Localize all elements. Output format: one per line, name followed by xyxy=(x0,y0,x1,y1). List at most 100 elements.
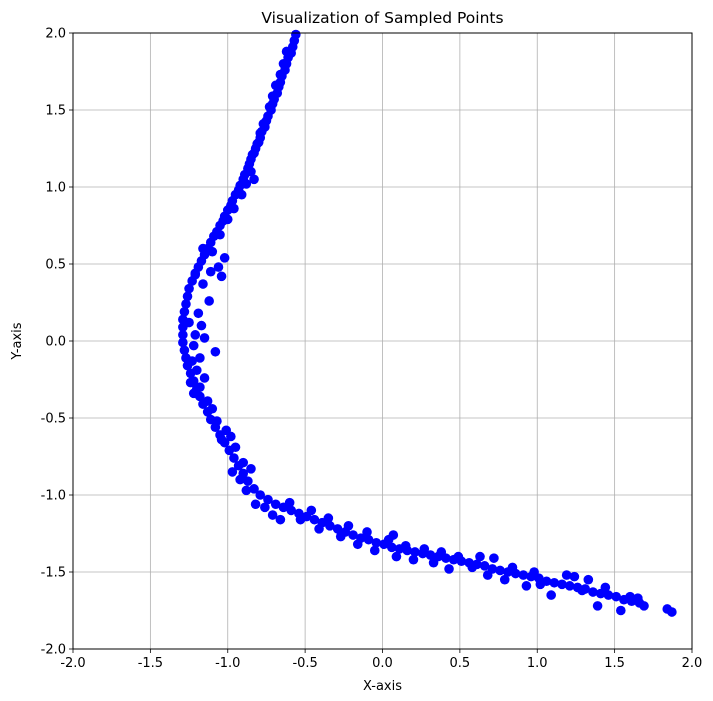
scatter-point xyxy=(625,591,635,602)
x-tick-label: -1.5 xyxy=(138,656,163,671)
scatter-point xyxy=(306,505,317,516)
scatter-point xyxy=(583,574,594,585)
scatter-point xyxy=(241,179,252,189)
x-axis-title: X-axis xyxy=(363,679,402,694)
scatter-point xyxy=(633,593,643,603)
scatter-point xyxy=(178,330,188,340)
scatter-point xyxy=(252,139,262,149)
scatter-point xyxy=(453,551,464,562)
scatter-point xyxy=(195,353,205,363)
scatter-point xyxy=(425,550,436,560)
scatter-point xyxy=(386,542,397,553)
scatter-point xyxy=(343,521,354,531)
x-tick-label: 1.0 xyxy=(527,656,548,671)
scatter-point xyxy=(569,571,580,582)
scatter-point xyxy=(475,551,485,562)
scatter-point xyxy=(467,562,478,573)
scatter-point xyxy=(295,514,306,525)
scatter-point xyxy=(535,579,546,590)
scatter-point xyxy=(222,214,233,225)
scatter-point xyxy=(196,320,207,331)
scatter-point xyxy=(275,514,286,525)
scatter-point xyxy=(212,416,222,426)
scatter-point xyxy=(499,574,510,585)
scatter-point xyxy=(216,434,227,445)
scatter-point xyxy=(263,494,273,505)
scatter-point xyxy=(207,246,218,257)
scatter-point xyxy=(479,561,490,571)
scatter-point xyxy=(227,467,238,477)
x-tick-label: 0.0 xyxy=(372,656,393,671)
scatter-point xyxy=(226,431,236,442)
scatter-point xyxy=(482,570,493,580)
scatter-point xyxy=(199,373,210,383)
scatter-point xyxy=(207,403,218,414)
scatter-point xyxy=(410,547,420,557)
scatter-point xyxy=(184,283,194,294)
scatter-point xyxy=(270,80,281,91)
x-axis-ticks: -2.0 -1.5 -1.0 -0.5 0.0 0.5 1.0 1.5 2.0 xyxy=(60,649,702,671)
scatter-point xyxy=(549,577,560,588)
scatter-point xyxy=(185,377,196,388)
scatter-point xyxy=(577,585,587,596)
scatter-point xyxy=(199,333,210,343)
scatter-point xyxy=(238,457,249,468)
scatter-point xyxy=(428,557,439,568)
x-tick-label: -1.0 xyxy=(215,656,240,671)
scatter-point xyxy=(667,607,677,617)
x-tick-label: 2.0 xyxy=(682,656,703,671)
scatter-point xyxy=(270,499,281,510)
scatter-point xyxy=(588,587,598,597)
scatter-point xyxy=(249,174,259,185)
y-tick-label: 0.5 xyxy=(45,258,66,273)
scatter-point xyxy=(241,485,252,496)
scatter-point xyxy=(507,562,518,573)
scatter-point xyxy=(246,166,256,177)
scatter-point xyxy=(255,128,266,138)
scatter-point xyxy=(195,382,205,393)
x-tick-label: -2.0 xyxy=(60,656,85,671)
scatter-point xyxy=(267,510,278,520)
scatter-point xyxy=(243,476,253,486)
y-axis-ticks: -2.0 -1.5 -1.0 -0.5 0.0 0.5 1.0 1.5 2.0 xyxy=(41,27,73,658)
scatter-point xyxy=(436,547,447,557)
scatter-point xyxy=(190,269,201,280)
scatter-point xyxy=(325,521,335,531)
scatter-point xyxy=(332,524,343,534)
scatter-point xyxy=(192,365,202,376)
scatter-point xyxy=(352,539,363,550)
scatter-point xyxy=(258,119,269,129)
scatter-point xyxy=(190,330,201,340)
scatter-point xyxy=(369,545,380,556)
scatter-point xyxy=(179,306,190,317)
scatter-point xyxy=(205,266,216,277)
scatter-point xyxy=(281,46,292,57)
scatter-point xyxy=(188,340,199,351)
x-tick-label: 1.5 xyxy=(604,656,625,671)
scatter-point xyxy=(561,570,572,580)
scatter-point xyxy=(444,564,454,574)
scatter-point xyxy=(229,203,239,214)
scatter-point xyxy=(181,299,191,309)
scatter-point xyxy=(335,531,346,542)
scatter-point xyxy=(518,570,529,580)
scatter-point xyxy=(363,534,374,545)
scatter-point xyxy=(600,582,611,593)
scatter-point xyxy=(210,346,221,357)
scatter-point xyxy=(521,581,532,591)
y-tick-label: -2.0 xyxy=(41,643,66,658)
y-tick-label: -1.0 xyxy=(41,489,66,504)
y-tick-label: -1.5 xyxy=(41,566,66,581)
scatter-point xyxy=(557,579,567,590)
scatter-point xyxy=(250,499,261,510)
scatter-point xyxy=(267,91,278,101)
y-tick-label: 1.5 xyxy=(45,104,66,119)
scatter-point xyxy=(188,388,199,399)
scatter-point xyxy=(216,271,227,282)
scatter-point xyxy=(198,279,208,289)
scatter-point xyxy=(639,601,649,611)
scatter-point xyxy=(603,590,614,600)
scatter-point xyxy=(202,396,213,406)
scatter-point xyxy=(495,565,505,576)
